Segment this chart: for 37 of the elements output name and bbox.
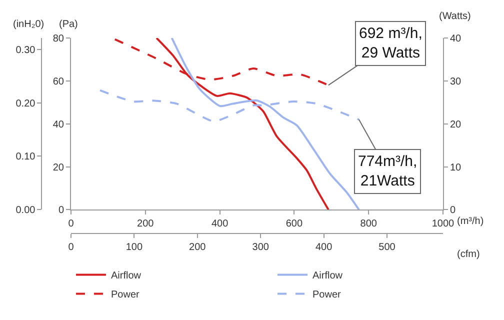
legend-label: Airflow — [312, 270, 344, 282]
legend-label: Airflow — [111, 270, 142, 282]
y-tick-label: 40 — [52, 119, 64, 130]
y2-tick-label: 0 — [450, 205, 456, 216]
x2-tick-label: 100 — [126, 242, 143, 253]
x-tick-label: 600 — [286, 218, 303, 230]
y3-tick-label: 0.20 — [16, 98, 36, 110]
y2-tick-label: 20 — [450, 119, 462, 130]
x2-tick-label: 200 — [189, 242, 206, 253]
x-tick-label: 800 — [360, 218, 378, 230]
y2-tick-label: 30 — [450, 76, 462, 88]
y3-tick-label: 0.10 — [16, 152, 36, 163]
legend-label: Power — [111, 290, 140, 301]
x2-tick-label: 0 — [68, 242, 74, 253]
y2-tick-label: 10 — [450, 162, 462, 174]
y-tick-label: 60 — [52, 76, 64, 88]
x-tick-label: 0 — [68, 218, 74, 230]
x2-tick-label: 300 — [252, 242, 270, 253]
legend-label: Power — [312, 290, 342, 301]
y3-axis-title: (inH₂0) — [13, 19, 44, 30]
x-axis-title: (m³/h) — [457, 216, 484, 227]
x2-tick-label: 500 — [378, 242, 396, 253]
y-axis-title: (Pa) — [59, 19, 78, 30]
y2-axis-title: (Watts) — [439, 11, 471, 22]
y-tick-label: 0 — [58, 205, 64, 216]
y3-tick-label: 0.00 — [16, 205, 36, 216]
x-tick-label: 200 — [137, 218, 154, 230]
x-tick-label: 400 — [211, 218, 229, 230]
x-tick-label: 1000 — [432, 218, 455, 230]
annotation: 774m³/h, 21Watts — [358, 153, 418, 190]
y3-tick-label: 0.30 — [16, 44, 36, 56]
x2-axis-title: (cfm) — [457, 249, 480, 260]
y2-tick-label: 40 — [450, 34, 462, 44]
x2-tick-label: 400 — [315, 242, 333, 253]
annotation: 692 m³/h, 29 Watts — [359, 25, 422, 62]
y-tick-label: 80 — [52, 34, 64, 44]
y-tick-label: 20 — [52, 162, 64, 174]
